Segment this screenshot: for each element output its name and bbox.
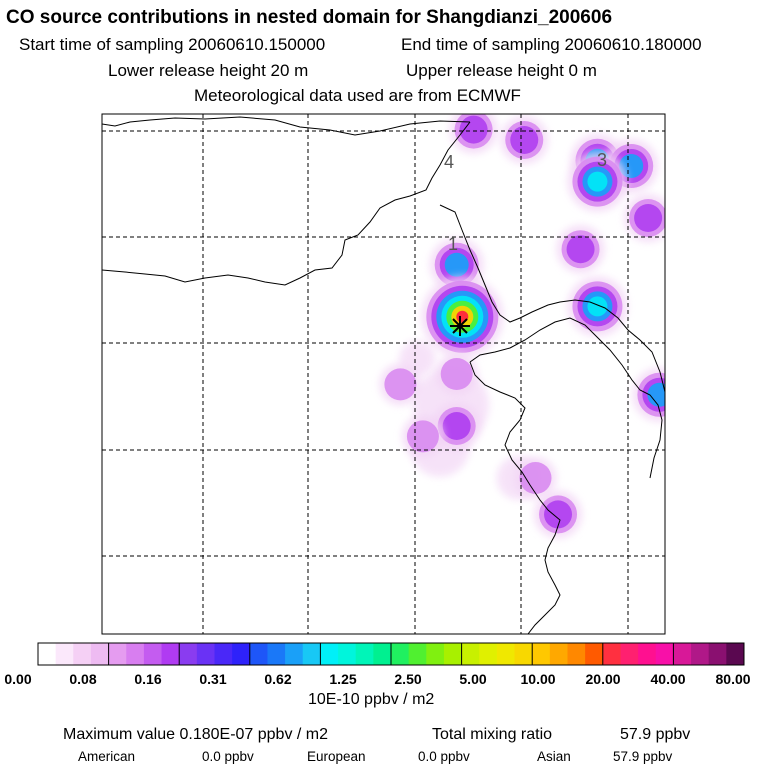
colorbar-swatch <box>585 643 604 665</box>
colorbar-swatch <box>691 643 710 665</box>
colorbar-swatch <box>249 643 268 665</box>
colorbar-swatch <box>514 643 533 665</box>
colorbar-swatch <box>161 643 180 665</box>
colorbar-swatch <box>196 643 215 665</box>
lower-height-label: Lower release height 20 m <box>108 61 309 80</box>
coastline-south <box>469 361 561 634</box>
colorbar-swatch <box>373 643 392 665</box>
coastline-bay <box>102 121 471 286</box>
colorbar-tick-label: 0.62 <box>264 671 292 687</box>
colorbar-swatch <box>638 643 657 665</box>
colorbar-swatch <box>38 643 57 665</box>
coastline <box>102 116 665 634</box>
colorbar-swatch <box>461 643 480 665</box>
concentration-hotspot <box>510 126 539 154</box>
concentration-hotspot <box>406 420 439 453</box>
colorbar-swatch <box>338 643 357 665</box>
start-time-label: Start time of sampling 20060610.150000 <box>19 35 326 54</box>
colorbar-swatch <box>143 643 163 665</box>
colorbar-swatch <box>496 643 516 665</box>
colorbar-swatch <box>108 643 127 665</box>
concentration-hotspot <box>442 412 471 440</box>
colorbar-swatch <box>567 643 586 665</box>
colorbar-tick-label: 80.00 <box>715 671 751 687</box>
coastline-north <box>102 116 471 136</box>
concentration-hotspot <box>634 204 663 232</box>
american-label: American <box>78 749 136 764</box>
colorbar-swatch <box>708 643 727 665</box>
colorbar-swatch <box>426 643 445 665</box>
colorbar-swatch <box>90 643 110 665</box>
colorbar-tick-label: 10.00 <box>520 671 556 687</box>
total-mixing-label: Total mixing ratio <box>432 726 553 743</box>
colorbar-tick-label: 20.00 <box>585 671 621 687</box>
colorbar-tick-label: 40.00 <box>650 671 686 687</box>
colorbar-swatch <box>443 643 463 665</box>
colorbar-tick-label: 1.25 <box>329 671 357 687</box>
colorbar-swatch <box>479 643 498 665</box>
colorbar-swatch <box>549 643 568 665</box>
colorbar-swatch <box>391 643 410 665</box>
total-mixing-value: 57.9 ppbv <box>620 726 691 743</box>
concentration-hotspot <box>587 296 608 317</box>
colorbar-swatch <box>126 643 145 665</box>
concentration-hotspot <box>647 382 665 407</box>
european-value: 0.0 ppbv <box>418 749 470 764</box>
concentration-hotspot <box>566 235 595 264</box>
colorbar-swatch <box>320 643 339 665</box>
colorbar-swatch <box>655 643 674 665</box>
concentration-hotspot <box>544 500 573 529</box>
concentration-hotspot <box>440 358 473 390</box>
concentration-field <box>379 114 665 539</box>
colorbar-swatch <box>179 643 198 665</box>
colorbar-swatch <box>673 643 692 665</box>
marker-label-3: 3 <box>597 150 607 170</box>
colorbar-swatch <box>55 643 74 665</box>
concentration-hotspot <box>587 171 608 192</box>
concentration-hotspot <box>384 368 417 401</box>
colorbar-swatch <box>232 643 251 665</box>
colorbar-tick-label: 0.08 <box>69 671 97 687</box>
colorbar-tick-label: 0.31 <box>199 671 227 687</box>
marker-label-4: 4 <box>444 152 454 172</box>
colorbar-tick-label: 0.16 <box>134 671 162 687</box>
colorbar <box>37 642 745 666</box>
coastline-peninsula <box>469 317 663 479</box>
met-data-label: Meteorological data used are from ECMWF <box>194 86 521 105</box>
end-time-label: End time of sampling 20060610.180000 <box>401 35 702 54</box>
colorbar-frame <box>37 642 745 666</box>
colorbar-swatch <box>285 643 304 665</box>
plot-frame <box>101 113 666 635</box>
plot-title: CO source contributions in nested domain… <box>6 7 613 28</box>
colorbar-tick-label: 5.00 <box>459 671 487 687</box>
colorbar-tick-label: 2.50 <box>394 671 422 687</box>
max-value-label: Maximum value 0.180E-07 ppbv / m2 <box>63 726 329 743</box>
asian-value: 57.9 ppbv <box>613 749 673 764</box>
upper-height-label: Upper release height 0 m <box>406 61 597 80</box>
colorbar-swatch <box>302 643 321 665</box>
european-label: European <box>307 749 366 764</box>
colorbar-swatch <box>726 643 745 665</box>
concentration-hotspot <box>444 252 469 277</box>
colorbar-unit: 10E-10 ppbv / m2 <box>308 691 435 708</box>
colorbar-swatch <box>73 643 92 665</box>
colorbar-tick-label: 0.00 <box>4 671 32 687</box>
colorbar-swatch <box>532 643 551 665</box>
colorbar-swatch <box>355 643 374 665</box>
lat-lon-grid <box>102 114 665 634</box>
asian-label: Asian <box>537 749 571 764</box>
colorbar-swatch <box>602 643 621 665</box>
coastline-east <box>439 204 665 393</box>
colorbar-swatch <box>267 643 286 665</box>
colorbar-swatch <box>620 643 639 665</box>
colorbar-swatch <box>408 643 427 665</box>
station-marker <box>450 316 470 336</box>
concentration-hotspot <box>519 462 552 494</box>
concentration-hotspot <box>459 115 488 144</box>
concentration-hotspot <box>456 310 469 323</box>
colorbar-swatch <box>214 643 233 665</box>
american-value: 0.0 ppbv <box>202 749 254 764</box>
marker-label-1: 1 <box>448 234 458 254</box>
